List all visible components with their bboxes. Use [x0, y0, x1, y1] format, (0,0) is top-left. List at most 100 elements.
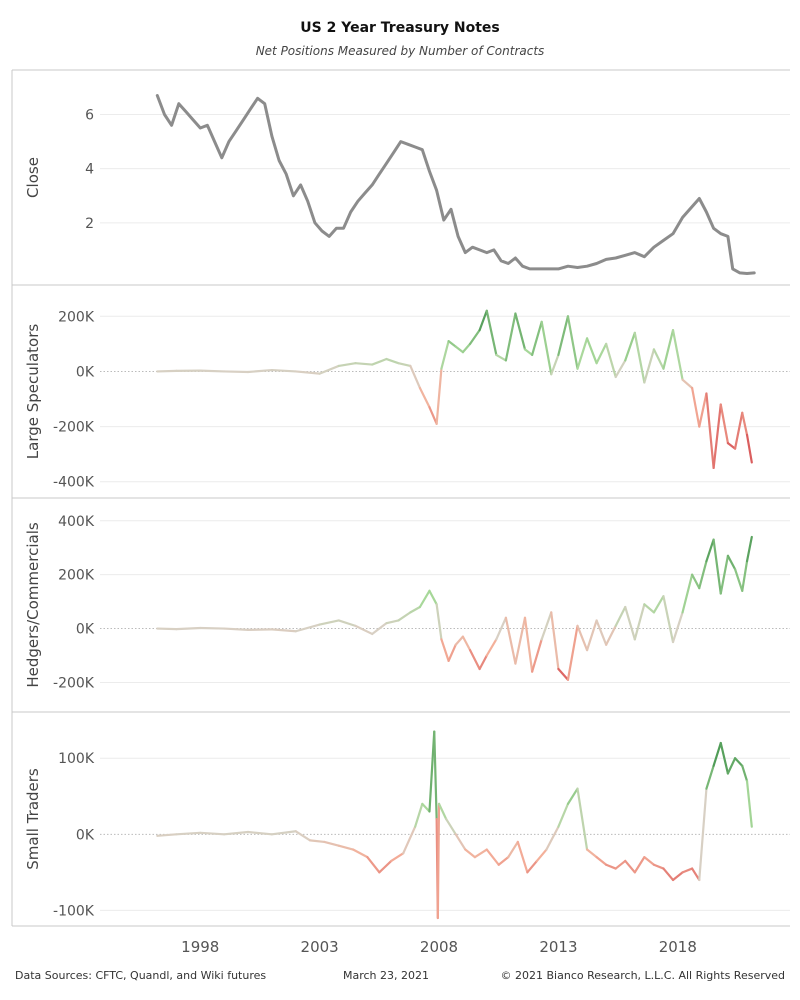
- series-segment-hedgers-commercials: [726, 554, 737, 571]
- series-segment-small-traders: [712, 741, 722, 767]
- series-segment-small-traders: [605, 863, 617, 870]
- series-segment-small-traders: [473, 848, 488, 859]
- footer-source: Data Sources: CFTC, Quandl, and Wiki fut…: [15, 969, 267, 982]
- series-segment-small-traders: [464, 848, 476, 859]
- series-segment-small-traders: [719, 741, 730, 775]
- series-segment-small-traders: [624, 859, 636, 874]
- series-segment-large-speculators: [566, 315, 579, 370]
- series-segment-small-traders: [633, 856, 646, 874]
- series-segment-small-traders: [681, 867, 694, 874]
- series-segment-hedgers-commercials: [447, 643, 457, 662]
- series-segment-large-speculators: [671, 328, 684, 381]
- series-segment-hedgers-commercials: [614, 605, 627, 627]
- series-segment-hedgers-commercials: [733, 568, 744, 592]
- series-segment-hedgers-commercials: [633, 603, 646, 641]
- series-segment-small-traders: [445, 817, 457, 836]
- series-segment-large-speculators: [614, 359, 627, 379]
- series-segment-large-speculators: [514, 312, 527, 351]
- series-segment-hedgers-commercials: [495, 616, 507, 641]
- y-axis-label: Small Traders: [24, 768, 42, 870]
- y-tick-label: 400K: [58, 514, 95, 530]
- y-tick-label: -200K: [53, 675, 95, 691]
- series-segment-large-speculators: [605, 342, 617, 379]
- panel-small-traders: 100K 0K -100K Small Traders: [12, 711, 790, 920]
- series-segment-large-speculators: [576, 337, 589, 370]
- series-segment-small-traders: [566, 787, 579, 805]
- series-segment-large-speculators: [354, 362, 374, 366]
- series-segment-large-speculators: [223, 370, 250, 374]
- series-segment-small-traders: [246, 830, 274, 836]
- series-segment-large-speculators: [557, 315, 570, 356]
- series-segment-large-speculators: [468, 328, 481, 345]
- y-tick-label: 4: [85, 162, 94, 178]
- series-segment-hedgers-commercials: [514, 616, 527, 665]
- series-segment-hedgers-commercials: [385, 619, 400, 625]
- y-axis-label: Close: [24, 157, 42, 198]
- series-segment-large-speculators: [662, 328, 675, 370]
- series-segment-large-speculators: [712, 403, 722, 470]
- series-segment-hedgers-commercials: [354, 624, 374, 636]
- series-segment-hedgers-commercials: [550, 611, 560, 671]
- series-segment-hedgers-commercials: [318, 619, 340, 626]
- series-segment-large-speculators: [698, 392, 708, 428]
- series-segment-hedgers-commercials: [478, 654, 488, 671]
- series-segment-hedgers-commercials: [294, 623, 321, 633]
- series-segment-small-traders: [745, 779, 753, 828]
- series-segment-large-speculators: [409, 364, 422, 390]
- y-tick-label: 0K: [76, 364, 95, 380]
- footer-date: March 23, 2021: [343, 969, 430, 982]
- y-tick-label: 6: [85, 108, 94, 124]
- series-segment-small-traders: [643, 856, 656, 866]
- series-segment-small-traders: [691, 867, 701, 882]
- panel-hedgers-commercials: 400K 200K 0K -200K Hedgers/Commercials: [12, 497, 790, 691]
- series-segment-large-speculators: [270, 368, 297, 373]
- series-segment-hedgers-commercials: [681, 573, 694, 614]
- series-segment-small-traders: [705, 764, 715, 790]
- series-segment-small-traders: [671, 871, 684, 882]
- series-segment-hedgers-commercials: [557, 667, 570, 681]
- series-segment-hedgers-commercials: [461, 635, 472, 652]
- series-line-close: [155, 94, 756, 275]
- series-segment-small-traders: [497, 856, 510, 866]
- series-segment-hedgers-commercials: [745, 535, 753, 563]
- y-tick-label: 200K: [58, 309, 95, 325]
- series-segment-large-speculators: [652, 348, 665, 370]
- series-segment-large-speculators: [504, 312, 517, 362]
- y-tick-label: -400K: [53, 475, 95, 491]
- series-segment-small-traders: [652, 863, 665, 870]
- series-segment-small-traders: [378, 859, 393, 874]
- series-segment-hedgers-commercials: [705, 538, 715, 563]
- series-segment-small-traders: [390, 852, 405, 863]
- series-segment-hedgers-commercials: [428, 589, 438, 606]
- panel-close: 2 4 6 Close: [24, 94, 790, 275]
- panel-large-speculators: 200K 0K -200K -400K Large Speculators: [12, 284, 790, 491]
- series-segment-hedgers-commercials: [435, 603, 443, 641]
- series-segment-hedgers-commercials: [566, 624, 579, 681]
- x-tick-label: 1998: [181, 938, 219, 956]
- x-tick-label: 2013: [539, 938, 577, 956]
- series-segment-hedgers-commercials: [671, 611, 684, 644]
- series-segment-large-speculators: [540, 320, 553, 376]
- series-segment-small-traders: [270, 830, 297, 836]
- series-segment-hedgers-commercials: [531, 638, 543, 673]
- y-tick-label: -100K: [53, 903, 95, 919]
- series-segment-small-traders: [436, 802, 441, 920]
- series-segment-hedgers-commercials: [504, 616, 517, 665]
- series-segment-hedgers-commercials: [741, 560, 749, 592]
- series-segment-hedgers-commercials: [175, 626, 202, 631]
- series-segment-small-traders: [337, 844, 355, 851]
- series-segment-small-traders: [576, 787, 589, 851]
- series-segment-large-speculators: [633, 331, 646, 384]
- series-segment-small-traders: [741, 764, 749, 783]
- series-segment-large-speculators: [337, 362, 357, 368]
- series-segment-small-traders: [585, 848, 598, 859]
- series-segment-hedgers-commercials: [397, 611, 412, 622]
- series-segment-hedgers-commercials: [440, 638, 450, 662]
- series-segment-small-traders: [614, 859, 627, 870]
- series-segment-small-traders: [175, 831, 202, 836]
- series-segment-large-speculators: [705, 392, 715, 470]
- series-segment-hedgers-commercials: [624, 605, 636, 641]
- series-segment-hedgers-commercials: [270, 628, 297, 633]
- series-segment-hedgers-commercials: [468, 649, 481, 671]
